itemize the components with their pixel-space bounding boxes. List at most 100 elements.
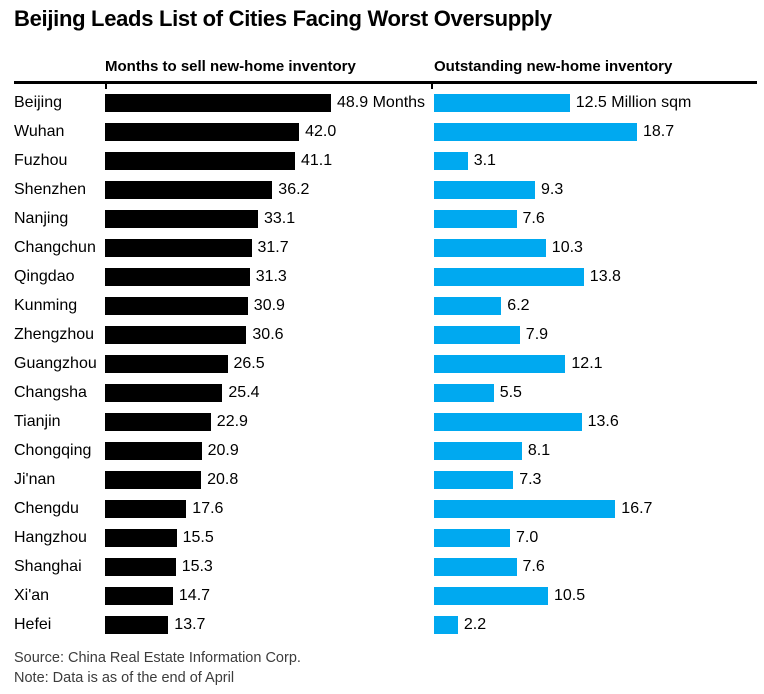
inventory-value-label: 9.3	[541, 180, 564, 198]
table-row: Ji'nan 20.8 7.3	[14, 465, 764, 494]
table-row: Shanghai 15.3 7.6	[14, 552, 764, 581]
table-row: Nanjing 33.1 7.6	[14, 204, 764, 233]
table-row: Qingdao 31.3 13.8	[14, 262, 764, 291]
city-label: Kunming	[14, 296, 78, 314]
months-value-label: 41.1	[301, 151, 333, 169]
table-row: Guangzhou 26.5 12.1	[14, 349, 764, 378]
months-value-label: 20.8	[207, 470, 239, 488]
months-bar	[105, 93, 331, 112]
city-label: Qingdao	[14, 267, 75, 285]
months-bar	[105, 180, 273, 199]
inventory-value-label: 12.1	[571, 354, 603, 372]
inventory-value-label: 7.9	[525, 325, 549, 343]
months-value-label: 30.6	[252, 325, 284, 343]
inventory-bar	[434, 412, 582, 431]
inventory-value-label: 5.5	[499, 383, 522, 401]
inventory-bar	[434, 238, 546, 257]
city-label: Chongqing	[14, 441, 92, 459]
city-label: Guangzhou	[14, 354, 97, 372]
months-bar	[105, 296, 248, 315]
inventory-bar	[434, 267, 584, 286]
months-value-label: 26.5	[233, 354, 265, 372]
table-row: Hangzhou 15.5 7.0	[14, 523, 764, 552]
city-label: Xi'an	[14, 586, 50, 604]
months-value-label: 22.9	[216, 412, 248, 430]
months-bar	[105, 209, 258, 228]
months-bar	[105, 528, 177, 547]
table-row: Zhengzhou 30.6 7.9	[14, 320, 764, 349]
axis-tick-right	[431, 84, 433, 89]
city-label: Ji'nan	[14, 470, 56, 488]
city-label: Changsha	[14, 383, 87, 401]
months-value-label: 14.7	[178, 586, 211, 604]
months-bar	[105, 470, 202, 489]
city-label: Shenzhen	[14, 180, 87, 198]
months-value-label: 30.9	[253, 296, 285, 314]
months-bar	[105, 615, 169, 634]
months-value-label: 15.3	[181, 557, 213, 575]
inventory-bar	[434, 557, 517, 576]
inventory-value-label: 18.7	[643, 122, 675, 140]
months-bar	[105, 122, 300, 141]
inventory-bar	[434, 325, 520, 344]
inventory-bar	[434, 122, 637, 141]
chart-rows: Beijing 48.9 Months 12.5 Million sqm Wuh…	[14, 88, 764, 639]
inventory-bar	[434, 528, 510, 547]
city-label: Tianjin	[14, 412, 61, 430]
left-column-header: Months to sell new-home inventory	[105, 58, 356, 75]
inventory-bar	[434, 499, 616, 518]
months-bar	[105, 151, 295, 170]
inventory-value-label: 2.2	[463, 615, 487, 633]
inventory-bar	[434, 296, 502, 315]
city-label: Shanghai	[14, 557, 82, 575]
months-bar	[105, 354, 228, 373]
inventory-value-label: 10.5	[554, 586, 586, 604]
table-row: Chengdu 17.6 16.7	[14, 494, 764, 523]
months-value-label: 36.2	[278, 180, 310, 198]
inventory-value-label: 6.2	[507, 296, 530, 314]
months-bar	[105, 412, 211, 431]
months-value-label: 48.9 Months	[337, 93, 426, 111]
months-value-label: 17.6	[192, 499, 224, 517]
inventory-bar	[434, 180, 535, 199]
months-bar	[105, 267, 250, 286]
city-label: Hangzhou	[14, 528, 87, 546]
city-label: Beijing	[14, 93, 63, 111]
city-label: Hefei	[14, 615, 52, 633]
months-bar	[105, 383, 223, 402]
chart-footer: Source: China Real Estate Information Co…	[14, 648, 301, 688]
table-row: Chongqing 20.9 8.1	[14, 436, 764, 465]
inventory-value-label: 13.8	[589, 267, 621, 285]
months-bar	[105, 441, 202, 460]
months-value-label: 25.4	[228, 383, 260, 401]
months-value-label: 15.5	[182, 528, 214, 546]
months-value-label: 13.7	[174, 615, 206, 633]
inventory-bar	[434, 586, 548, 605]
inventory-value-label: 7.6	[522, 557, 545, 575]
months-value-label: 20.9	[207, 441, 239, 459]
note-line: Note: Data is as of the end of April	[14, 670, 235, 686]
table-row: Hefei 13.7 2.2	[14, 610, 764, 639]
table-row: Wuhan 42.0 18.7	[14, 117, 764, 146]
axis-tick-left	[105, 84, 107, 89]
inventory-value-label: 7.0	[516, 528, 539, 546]
inventory-value-label: 7.3	[519, 470, 542, 488]
right-column-header: Outstanding new-home inventory	[434, 58, 673, 75]
source-line: Source: China Real Estate Information Co…	[14, 650, 301, 666]
inventory-bar	[434, 93, 570, 112]
inventory-value-label: 10.3	[551, 238, 583, 256]
city-label: Changchun	[14, 238, 96, 256]
inventory-value-label: 3.1	[473, 151, 496, 169]
chart-title: Beijing Leads List of Cities Facing Wors…	[14, 6, 552, 31]
table-row: Tianjin 22.9 13.6	[14, 407, 764, 436]
months-value-label: 31.7	[257, 238, 289, 256]
inventory-bar	[434, 209, 517, 228]
table-row: Changsha 25.4 5.5	[14, 378, 764, 407]
inventory-value-label: 8.1	[527, 441, 551, 459]
table-row: Xi'an 14.7 10.5	[14, 581, 764, 610]
table-row: Shenzhen 36.2 9.3	[14, 175, 764, 204]
axis-rule	[14, 81, 757, 89]
inventory-bar	[434, 470, 514, 489]
months-value-label: 33.1	[264, 209, 296, 227]
